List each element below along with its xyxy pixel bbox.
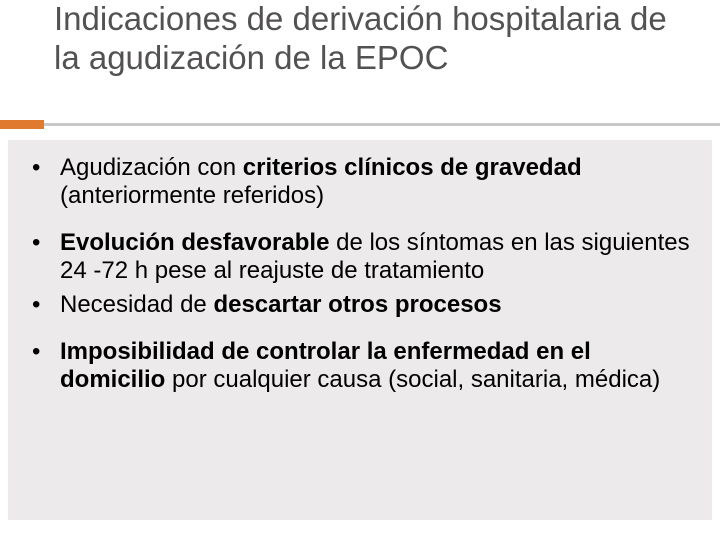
bullet-item: Evolución desfavorable de los síntomas e… bbox=[26, 229, 694, 286]
bullet-item: Imposibilidad de controlar la enfermedad… bbox=[26, 338, 694, 395]
bullet-text-segment: criterios clínicos de gravedad bbox=[243, 154, 582, 181]
bullet-text-segment: por cualquier causa (social, sanitaria, … bbox=[165, 366, 660, 393]
underline-rest bbox=[44, 123, 720, 126]
bullet-text-segment: Necesidad de bbox=[60, 291, 213, 318]
bullet-item: Agudización con criterios clínicos de gr… bbox=[26, 154, 694, 211]
bullet-text-segment: Evolución desfavorable bbox=[60, 229, 329, 256]
underline-accent bbox=[0, 120, 44, 129]
bullet-item: Necesidad de descartar otros procesos bbox=[26, 291, 694, 319]
title-block: Indicaciones de derivación hospitalaria … bbox=[54, 0, 700, 78]
title-underline bbox=[0, 120, 720, 129]
bullet-text-segment: descartar otros procesos bbox=[213, 291, 501, 318]
content-box: Agudización con criterios clínicos de gr… bbox=[8, 140, 712, 520]
bullet-text-segment: (anteriormente referidos) bbox=[60, 182, 324, 209]
slide: { "title": { "text": "Indicaciones de de… bbox=[0, 0, 720, 540]
bullet-text-segment: Agudización con bbox=[60, 154, 243, 181]
bullet-list: Agudización con criterios clínicos de gr… bbox=[26, 154, 694, 394]
slide-title: Indicaciones de derivación hospitalaria … bbox=[54, 0, 700, 78]
